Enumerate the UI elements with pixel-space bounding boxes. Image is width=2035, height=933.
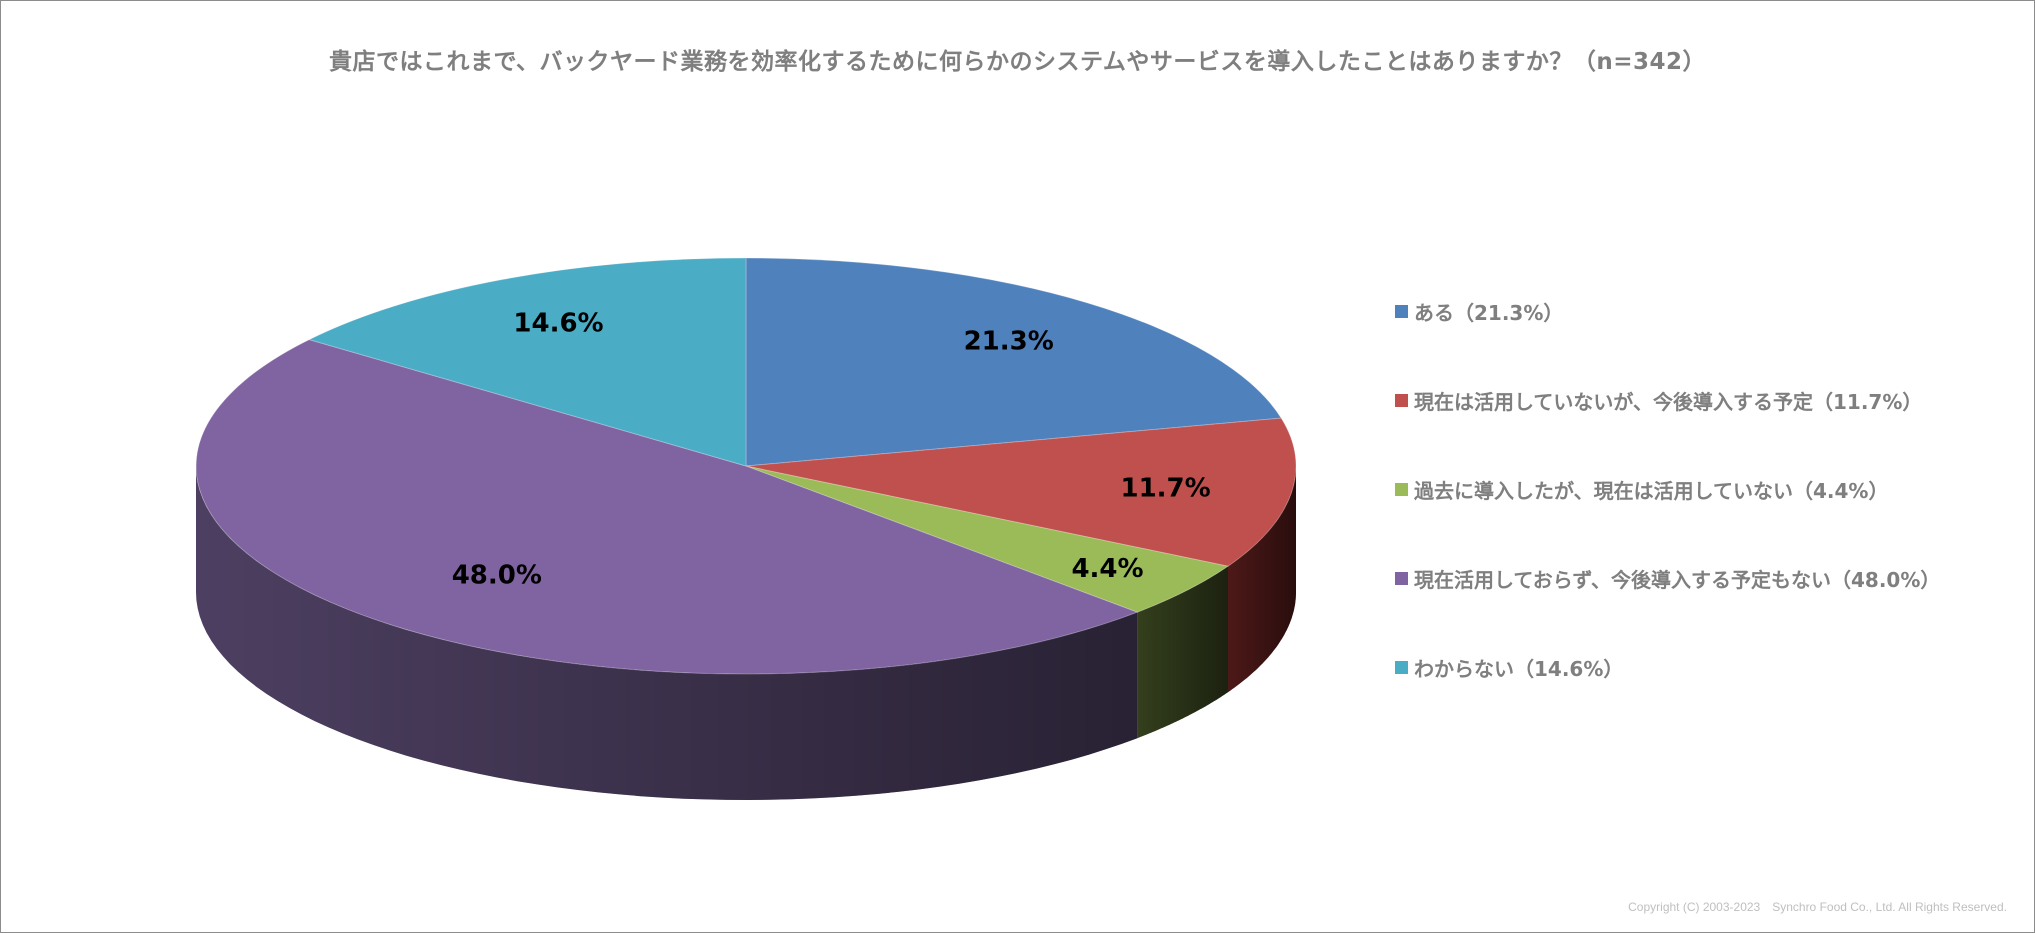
data-label-4: 14.6% xyxy=(513,308,603,338)
data-label-3: 48.0% xyxy=(452,560,542,590)
legend-swatch xyxy=(1395,304,1408,318)
pie-data-labels: 21.3% 11.7% 4.4% 48.0% 14.6% xyxy=(452,308,1211,590)
legend-item: 現在は活用していないが、今後導入する予定（11.7%） xyxy=(1395,386,1922,414)
pie-side-shade-1 xyxy=(1228,466,1296,693)
legend-swatch xyxy=(1395,571,1408,585)
pie-slice-2 xyxy=(745,465,1230,613)
copyright-notice: Copyright (C) 2003-2023 Synchro Food Co.… xyxy=(1628,900,2007,914)
legend-item: 現在活用しておらず、今後導入する予定もない（48.0%） xyxy=(1395,564,1940,592)
chart-title: 貴店ではこれまで、バックヤード業務を効率化するために何らかのシステムやサービスを… xyxy=(328,49,1707,75)
legend-swatch xyxy=(1395,393,1408,407)
pie-sides xyxy=(196,466,1296,800)
legend-swatch xyxy=(1395,482,1408,496)
pie-slice-1 xyxy=(745,417,1297,567)
pie-slice-0 xyxy=(745,257,1283,467)
data-label-2: 4.4% xyxy=(1071,554,1143,584)
legend-item: わからない（14.6%） xyxy=(1395,653,1623,681)
pie-slice-3 xyxy=(195,339,1139,675)
legend-item: 過去に導入したが、現在は活用していない（4.4%） xyxy=(1395,475,1888,503)
data-label-0: 21.3% xyxy=(964,326,1054,356)
pie-side-shade-2 xyxy=(1137,566,1228,739)
data-label-1: 11.7% xyxy=(1120,474,1210,504)
pie-tops xyxy=(195,257,1297,675)
legend-swatch xyxy=(1395,660,1408,674)
pie-slice-4 xyxy=(307,257,747,467)
legend-label: 現在は活用していないが、今後導入する予定（11.7%） xyxy=(1414,389,1923,414)
legend-label: ある（21.3%） xyxy=(1414,300,1564,325)
pie-side-shade-3 xyxy=(196,466,1138,800)
legend-label: わからない（14.6%） xyxy=(1414,656,1624,681)
legend-label: 過去に導入したが、現在は活用していない（4.4%） xyxy=(1414,478,1889,503)
legend-label: 現在活用しておらず、今後導入する予定もない（48.0%） xyxy=(1414,567,1941,592)
legend-item: ある（21.3%） xyxy=(1395,297,1563,325)
